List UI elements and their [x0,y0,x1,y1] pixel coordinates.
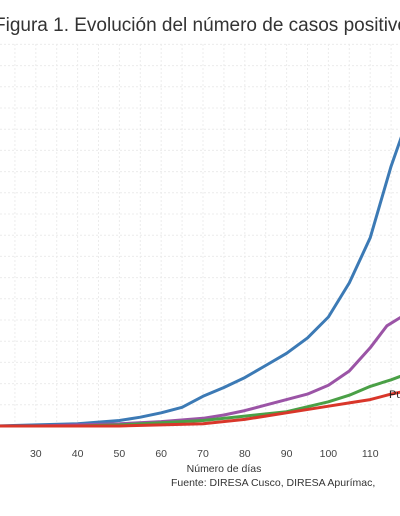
x-axis-label: Número de días [187,463,262,475]
x-tick-label: 40 [72,448,84,460]
series-label-pu: Pu [389,389,400,401]
x-tick-label: 90 [281,448,293,460]
x-tick-label: 60 [155,448,167,460]
chart-series [0,136,400,428]
series-line-4 [0,390,400,428]
x-tick-label: 100 [320,448,338,460]
chart-grid [0,43,400,427]
x-tick-label: 50 [114,448,126,460]
x-tick-label: 80 [239,448,251,460]
x-tick-label: 110 [362,448,379,460]
x-tick-label: 30 [30,448,42,460]
series-line-2 [0,316,400,428]
chart-title: Figura 1. Evolución del número de casos … [0,15,400,36]
x-tick-label: 70 [197,448,209,460]
source-note: Fuente: DIRESA Cusco, DIRESA Apurímac, [171,477,375,489]
x-axis-ticks: 30 40 50 60 70 80 90 100 110 [30,448,379,460]
series-line-1 [0,136,400,428]
